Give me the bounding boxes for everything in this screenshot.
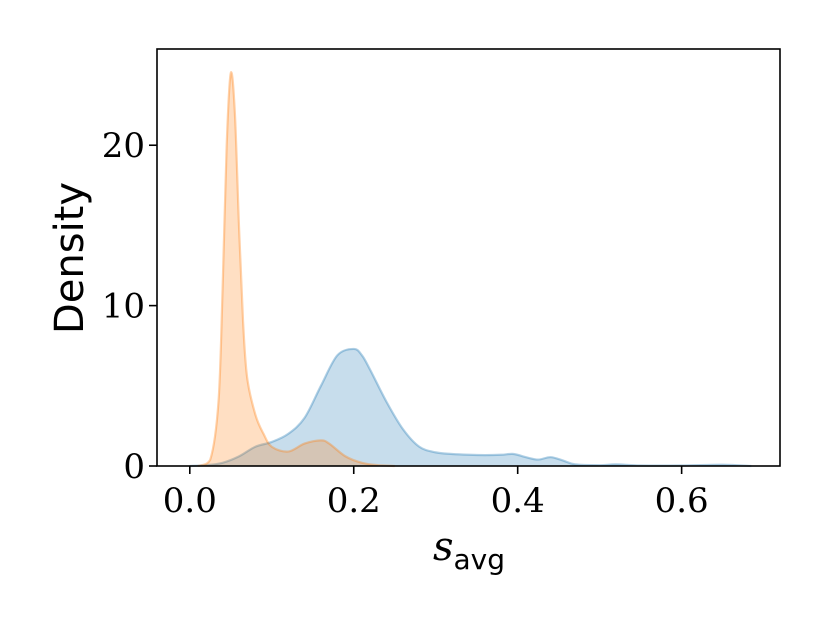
y-tick-label: 10: [102, 287, 145, 327]
x-tick-label: 0.4: [491, 481, 545, 521]
series-layer: [189, 71, 752, 468]
x-axis-label-subscript: avg: [454, 543, 506, 576]
y-ticks: 0 10 20: [102, 126, 157, 487]
plot-frame: [156, 48, 781, 467]
y-axis-label: Density: [47, 182, 93, 334]
y-tick-label: 20: [102, 126, 145, 166]
x-axis-label: savg: [433, 524, 505, 576]
series-1-area: [197, 72, 395, 466]
x-tick-label: 0.6: [655, 481, 709, 521]
x-tick-label: 0.0: [163, 481, 217, 521]
series-0-area: [189, 348, 752, 466]
series-0-line: [189, 347, 752, 468]
x-tick-label: 0.2: [327, 481, 381, 521]
y-tick-label: 0: [123, 447, 145, 487]
x-axis-label-main: s: [433, 524, 454, 570]
x-ticks: 0.0 0.2 0.4 0.6: [163, 466, 709, 521]
series-1-line: [197, 71, 395, 468]
